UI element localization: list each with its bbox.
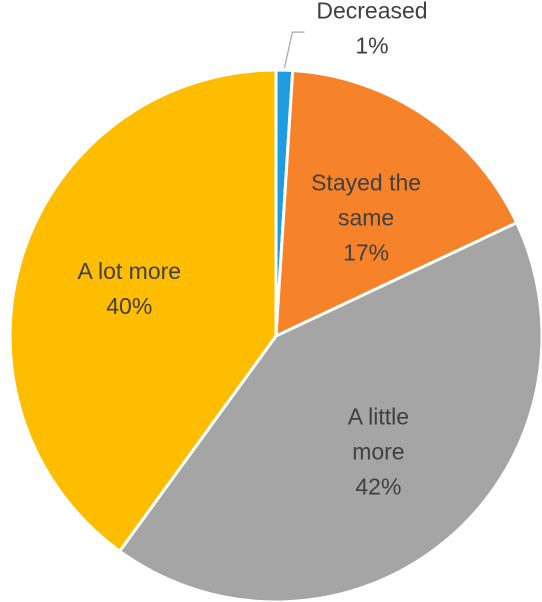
data-label-a-lot-more: A lot more 40% <box>78 258 182 319</box>
pie-slice-a-little-more <box>118 221 542 602</box>
leader-line-decreased <box>283 31 305 69</box>
leader-lines <box>283 31 305 69</box>
data-label-decreased: Decreased 1% <box>316 0 427 59</box>
pie-slice-a-lot-more <box>8 68 278 553</box>
slice-labels: Decreased 1% Stayed the same 17% A little more… <box>78 0 428 499</box>
pie-slices <box>8 68 542 602</box>
data-label-a-little-more: A little more 42% <box>348 403 409 499</box>
data-label-stayed-the-same: Stayed the same 17% <box>311 169 421 265</box>
pie-slice-stayed-the-same <box>274 69 519 338</box>
